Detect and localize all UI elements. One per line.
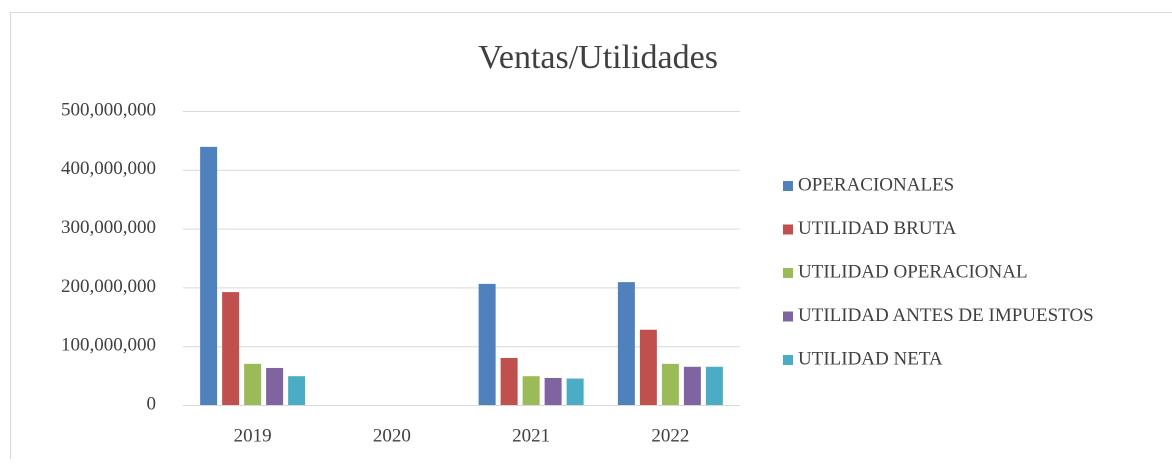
legend-label: UTILIDAD NETA [798,348,943,369]
x-tick-label: 2021 [512,425,550,446]
y-tick-label: 200,000,000 [61,276,156,297]
bar [479,284,496,405]
bar [640,330,657,405]
legend-label: UTILIDAD BRUTA [798,218,957,239]
bar [618,282,635,405]
legend-swatch [783,225,793,235]
legend-label: OPERACIONALES [798,174,954,195]
x-tick-label: 2022 [651,425,689,446]
y-tick-label: 500,000,000 [61,99,156,120]
legend-swatch [783,312,793,322]
legend-swatch [783,268,793,278]
y-tick-label: 300,000,000 [61,217,156,238]
bar [288,376,305,405]
bar [545,378,562,405]
bar [266,368,283,405]
legend-label: UTILIDAD ANTES DE IMPUESTOS [798,305,1094,326]
y-tick-label: 0 [147,393,157,414]
chart-border [11,13,1172,460]
bar [200,147,217,405]
bar [222,292,239,405]
y-tick-label: 100,000,000 [61,335,156,356]
bar [523,376,540,405]
bar [684,367,701,405]
bar [662,364,679,405]
bar [501,358,518,405]
chart-title: Ventas/Utilidades [478,39,718,76]
bar [244,364,261,405]
legend-swatch [783,181,793,191]
y-tick-label: 400,000,000 [61,158,156,179]
legend-swatch [783,355,793,365]
x-tick-label: 2020 [373,425,411,446]
bar [567,379,584,405]
x-tick-label: 2019 [234,425,272,446]
bar [706,367,723,405]
legend-label: UTILIDAD OPERACIONAL [798,261,1028,282]
